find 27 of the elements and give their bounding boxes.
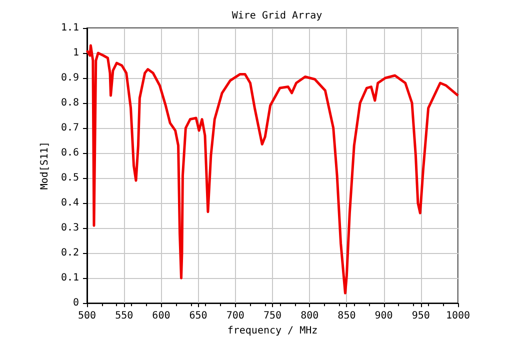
y-tick-label: 0.2 bbox=[60, 248, 79, 259]
y-tick-label: 0.1 bbox=[60, 272, 79, 284]
x-tick-label: 700 bbox=[226, 310, 244, 322]
y-tick-label: 0.9 bbox=[60, 72, 79, 84]
y-axis-title: Mod[S11] bbox=[40, 141, 51, 190]
line-series bbox=[86, 44, 460, 294]
y-tick-label: 0.4 bbox=[60, 198, 79, 209]
y-tick-label: 0.3 bbox=[60, 222, 79, 234]
y-tick-label: 0.5 bbox=[60, 172, 79, 184]
x-tick-label: 750 bbox=[263, 310, 282, 322]
x-tick-label: 500 bbox=[78, 310, 96, 322]
y-tick-label: 1.1 bbox=[60, 22, 79, 34]
x-tick-label: 950 bbox=[412, 310, 430, 322]
y-tick-label: 0.6 bbox=[60, 148, 79, 159]
x-tick-label: 800 bbox=[300, 310, 319, 322]
y-tick-label: 0.7 bbox=[60, 122, 79, 134]
y-tick-label: 0 bbox=[72, 298, 79, 309]
chart-title: Wire Grid Array bbox=[232, 10, 322, 22]
y-tick-label: 0.8 bbox=[60, 98, 79, 109]
x-tick-label: 650 bbox=[189, 310, 208, 322]
y-tick-label: 1 bbox=[72, 48, 79, 59]
x-tick-label: 1000 bbox=[446, 310, 470, 322]
x-tick-label: 600 bbox=[152, 310, 170, 322]
x-tick-label: 850 bbox=[338, 310, 356, 322]
x-axis-title: frequency / MHz bbox=[227, 326, 318, 336]
x-tick-label: 550 bbox=[115, 310, 134, 322]
x-tick-label: 900 bbox=[374, 310, 393, 322]
